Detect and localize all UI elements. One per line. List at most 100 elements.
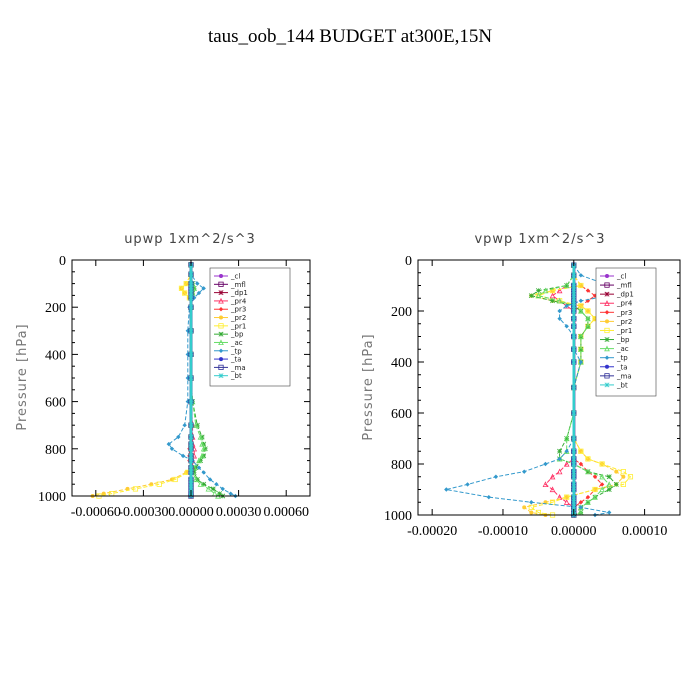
data-point-ac: [599, 486, 605, 493]
data-point-bt: [571, 288, 577, 294]
legend-marker: [218, 297, 224, 304]
data-point-pr2: [593, 487, 598, 492]
data-point-bt: [188, 422, 194, 428]
legend-marker: [604, 382, 610, 388]
data-point-bt: [571, 308, 577, 314]
y-tick-label: 800: [391, 458, 412, 473]
data-point-tp: [196, 465, 202, 470]
legend-label-pr4: _pr4: [616, 300, 633, 308]
data-point-bp: [193, 465, 199, 471]
data-point-bt: [571, 499, 577, 505]
legend-marker: [219, 357, 223, 362]
data-point-bt: [571, 334, 577, 339]
y-axis-label-upwp: Pressure [hPa]: [15, 323, 30, 430]
data-point-tp: [465, 482, 470, 487]
series-line-pr4: [544, 265, 575, 515]
data-point-bp: [198, 458, 204, 464]
data-point-bt: [571, 448, 577, 454]
data-point-tp: [201, 470, 206, 475]
legend-label-mfl: _mfl: [616, 282, 632, 290]
data-point-bp: [564, 283, 570, 288]
data-point-tp: [557, 308, 562, 314]
series-line-ac: [190, 264, 219, 497]
data-point-pr1: [578, 448, 584, 454]
data-point-bp: [201, 441, 207, 447]
upwp-panel: upwp 1xm^2/s^3 Pressure [hPa] 0 200 400 600…: [15, 232, 311, 520]
legend-label-bp: _bp: [230, 331, 244, 339]
legend-marker: [218, 290, 224, 296]
data-point-ac: [199, 452, 205, 459]
data-point-pr3: [592, 474, 598, 479]
data-point-bt: [571, 481, 577, 487]
data-point-bp: [191, 469, 197, 475]
data-point-pr1: [585, 456, 591, 462]
legend-label-mfl: _mfl: [230, 281, 246, 289]
legend-label-pr2: _pr2: [616, 318, 632, 326]
data-point-ac: [197, 433, 204, 440]
series-line-pr3: [573, 265, 603, 515]
data-point-bt: [571, 469, 577, 475]
y-tick-label: 0: [59, 254, 66, 269]
vpwp-axis-ticks: 0 200 400 600 800 1000-0.00020 -0.00010 0.00000…: [384, 254, 680, 539]
data-point-pr3: [592, 293, 598, 298]
data-point-tp: [543, 461, 548, 467]
data-point-tp: [220, 486, 225, 492]
data-point-ac: [599, 473, 605, 480]
upwp-marks: [90, 261, 238, 499]
y-tick-label: 0: [405, 254, 412, 269]
data-point-bt: [571, 456, 577, 462]
y-tick-label: 1000: [38, 490, 66, 505]
data-point-ac: [606, 481, 613, 487]
y-tick-label: 1000: [384, 509, 412, 524]
legend-marker: [604, 355, 610, 360]
data-point-tp: [444, 487, 449, 492]
data-point-bp: [210, 486, 216, 492]
data-point-bp: [606, 487, 612, 492]
y-tick-label: 200: [45, 301, 66, 316]
data-point-ac: [197, 481, 204, 487]
data-point-ac: [592, 494, 598, 500]
x-tick-label: 0.00060: [263, 505, 309, 520]
panel-title-vpwp: vpwp 1xm^2/s^3: [474, 232, 605, 247]
legend-label-pr3: _pr3: [230, 306, 246, 314]
data-point-pr1: [564, 494, 570, 500]
data-point-bt: [188, 351, 194, 357]
data-point-pr2: [614, 469, 619, 474]
y-tick-label: 400: [391, 356, 412, 371]
data-point-tp: [564, 324, 569, 329]
data-point-pr3: [578, 461, 584, 467]
x-tick-label: -0.00060: [71, 505, 121, 520]
data-point-bp: [613, 481, 619, 487]
legend-label-pr2: _pr2: [230, 314, 246, 322]
data-point-tp: [207, 477, 213, 482]
data-point-bt: [571, 346, 577, 352]
legend-marker: [218, 373, 224, 379]
data-point-bt: [188, 469, 194, 475]
data-point-pr1: [178, 285, 185, 291]
x-tick-label: 0.00000: [551, 524, 597, 539]
legend-marker: [605, 319, 609, 324]
figure-title: taus_oob_144 BUDGET at300E,15N: [208, 26, 492, 47]
data-point-pr4: [563, 499, 570, 505]
data-point-bp: [535, 288, 541, 294]
data-point-bt: [188, 465, 194, 471]
data-point-bt: [571, 293, 577, 299]
data-point-bt: [188, 290, 194, 296]
data-point-bt: [188, 453, 194, 459]
data-point-pr2: [522, 505, 527, 510]
data-point-tp: [486, 494, 492, 500]
data-point-ac: [585, 468, 591, 475]
data-point-pr4: [556, 287, 563, 294]
data-point-tp: [564, 303, 569, 309]
data-point-pr1: [620, 469, 626, 475]
data-point-tp: [182, 423, 187, 428]
legend-label-ta: _ta: [616, 363, 628, 371]
data-point-pr4: [563, 460, 570, 467]
data-point-bt: [188, 458, 194, 464]
data-point-ac: [578, 333, 584, 340]
data-point-ac: [196, 457, 202, 464]
legend-marker: [218, 364, 224, 370]
y-tick-label: 400: [45, 348, 66, 363]
data-point-tp: [578, 359, 584, 365]
data-point-ac: [200, 445, 207, 452]
